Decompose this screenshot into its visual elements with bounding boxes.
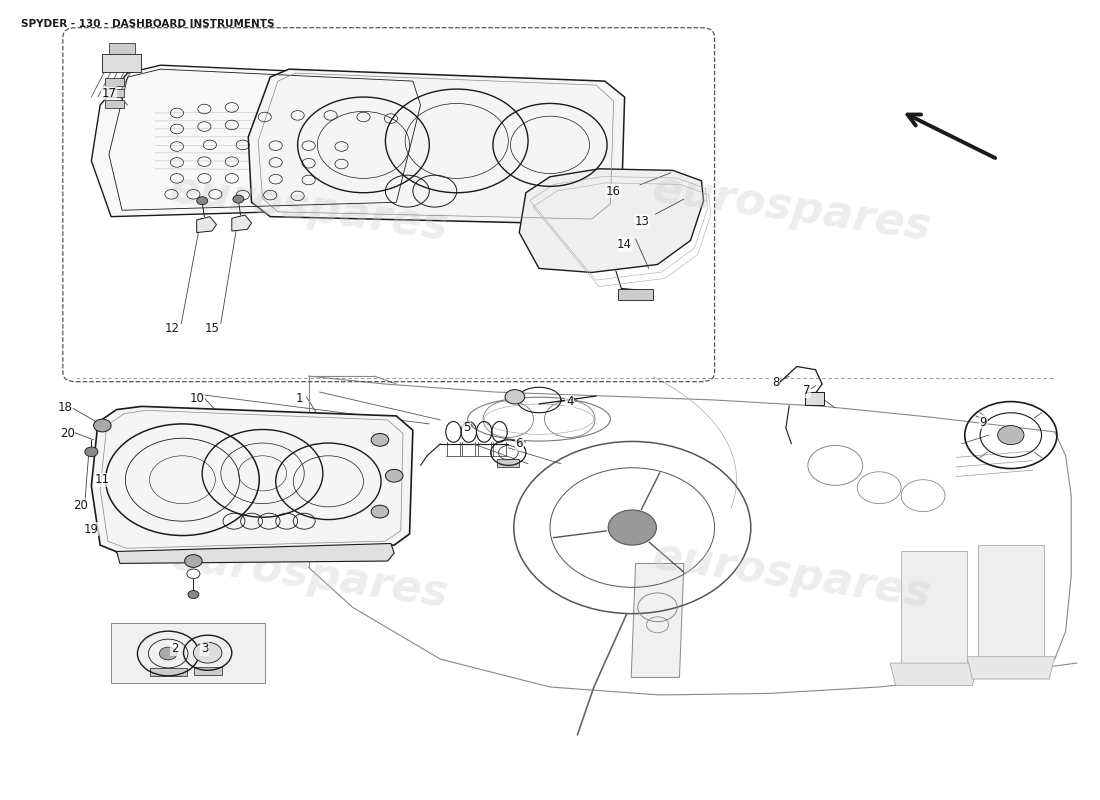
Text: eurospares: eurospares: [166, 534, 451, 616]
Text: eurospares: eurospares: [649, 534, 934, 616]
Text: 12: 12: [165, 322, 180, 334]
Polygon shape: [91, 406, 412, 553]
Polygon shape: [519, 169, 704, 273]
Circle shape: [233, 195, 244, 203]
Text: 3: 3: [200, 642, 208, 655]
Circle shape: [94, 419, 111, 432]
Text: 9: 9: [980, 416, 987, 429]
Bar: [150, 668, 187, 676]
Circle shape: [385, 470, 403, 482]
Bar: [804, 392, 824, 405]
Bar: [102, 54, 141, 71]
Text: 17: 17: [101, 86, 117, 99]
Text: 16: 16: [606, 185, 621, 198]
Circle shape: [371, 506, 388, 518]
Polygon shape: [901, 551, 967, 671]
Polygon shape: [197, 217, 217, 233]
Polygon shape: [249, 69, 625, 225]
Polygon shape: [117, 543, 394, 563]
Bar: [109, 43, 135, 54]
Text: 20: 20: [73, 498, 88, 512]
Circle shape: [185, 554, 202, 567]
Text: 2: 2: [170, 642, 178, 655]
Polygon shape: [631, 563, 684, 678]
Bar: [497, 459, 519, 467]
Text: 19: 19: [84, 522, 99, 536]
Text: 8: 8: [772, 376, 780, 389]
Bar: [104, 100, 124, 108]
Circle shape: [608, 510, 657, 545]
Text: 13: 13: [635, 215, 650, 228]
Bar: [195, 667, 222, 675]
Circle shape: [505, 390, 525, 404]
Bar: [104, 89, 124, 97]
Circle shape: [197, 197, 208, 205]
Text: eurospares: eurospares: [649, 168, 934, 250]
Polygon shape: [967, 657, 1055, 679]
Circle shape: [85, 447, 98, 457]
Polygon shape: [111, 623, 265, 683]
Circle shape: [371, 434, 388, 446]
Text: 11: 11: [95, 474, 110, 486]
Text: SPYDER - 130 - DASHBOARD INSTRUMENTS: SPYDER - 130 - DASHBOARD INSTRUMENTS: [21, 19, 275, 29]
Bar: [618, 289, 653, 299]
Text: 10: 10: [189, 392, 205, 405]
Polygon shape: [890, 663, 978, 686]
Text: 1: 1: [296, 392, 304, 405]
Text: 15: 15: [205, 322, 220, 334]
Polygon shape: [978, 545, 1044, 665]
Text: 14: 14: [617, 238, 632, 251]
Bar: [104, 78, 124, 86]
Text: 7: 7: [803, 384, 811, 397]
Polygon shape: [91, 65, 440, 217]
Text: 4: 4: [566, 395, 573, 408]
Circle shape: [188, 590, 199, 598]
Text: 5: 5: [463, 422, 471, 434]
Circle shape: [160, 647, 177, 660]
Text: 18: 18: [57, 402, 73, 414]
Text: eurospares: eurospares: [166, 168, 451, 250]
Circle shape: [998, 426, 1024, 445]
Text: 20: 20: [59, 427, 75, 440]
Text: 6: 6: [516, 438, 522, 450]
Circle shape: [194, 642, 222, 663]
Polygon shape: [232, 215, 252, 231]
